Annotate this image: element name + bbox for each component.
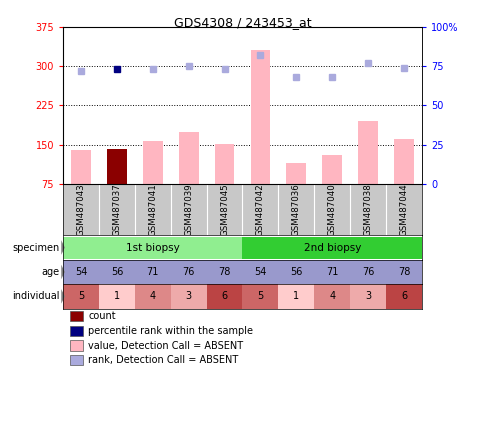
Text: 5: 5 <box>257 291 263 301</box>
Text: 4: 4 <box>150 291 155 301</box>
Bar <box>107 149 126 184</box>
Text: percentile rank within the sample: percentile rank within the sample <box>88 326 253 336</box>
Text: GSM487039: GSM487039 <box>184 183 193 236</box>
Text: count: count <box>88 311 116 321</box>
Text: 56: 56 <box>110 267 123 277</box>
Bar <box>70 355 83 365</box>
Text: GSM487040: GSM487040 <box>327 183 336 236</box>
Bar <box>250 50 270 184</box>
Text: 56: 56 <box>289 267 302 277</box>
Bar <box>393 139 413 184</box>
Text: GDS4308 / 243453_at: GDS4308 / 243453_at <box>173 16 311 28</box>
Text: 78: 78 <box>397 267 409 277</box>
Bar <box>63 260 99 284</box>
Text: 1: 1 <box>114 291 120 301</box>
Bar <box>242 284 278 309</box>
Polygon shape <box>61 265 65 279</box>
Bar <box>170 284 206 309</box>
Bar <box>278 260 314 284</box>
Text: individual: individual <box>12 291 60 301</box>
Text: 71: 71 <box>146 267 159 277</box>
Bar <box>206 260 242 284</box>
Text: GSM487045: GSM487045 <box>220 183 228 236</box>
Bar <box>143 141 162 184</box>
Text: 3: 3 <box>364 291 370 301</box>
Text: 2nd biopsy: 2nd biopsy <box>303 242 360 253</box>
Text: 78: 78 <box>218 267 230 277</box>
Text: 54: 54 <box>75 267 87 277</box>
Text: age: age <box>41 267 60 277</box>
Bar <box>214 144 234 184</box>
Bar <box>135 260 170 284</box>
Bar <box>170 260 206 284</box>
Bar <box>206 284 242 309</box>
Bar <box>358 121 377 184</box>
Text: 6: 6 <box>400 291 406 301</box>
Bar <box>286 163 305 184</box>
Text: 1: 1 <box>293 291 299 301</box>
Bar <box>63 237 242 258</box>
Bar <box>70 326 83 336</box>
Text: GSM487044: GSM487044 <box>399 183 408 236</box>
Bar <box>349 260 385 284</box>
Bar <box>135 284 170 309</box>
Text: 3: 3 <box>185 291 191 301</box>
Text: specimen: specimen <box>12 242 60 253</box>
Text: GSM487041: GSM487041 <box>148 183 157 236</box>
Text: 54: 54 <box>254 267 266 277</box>
Bar <box>70 311 83 321</box>
Bar <box>179 132 198 184</box>
Text: GSM487043: GSM487043 <box>76 183 85 236</box>
Polygon shape <box>61 240 65 255</box>
Text: GSM487042: GSM487042 <box>256 183 264 236</box>
Bar <box>70 341 83 351</box>
Bar <box>385 260 421 284</box>
Bar <box>242 260 278 284</box>
Bar <box>278 284 314 309</box>
Text: 5: 5 <box>78 291 84 301</box>
Text: 76: 76 <box>182 267 195 277</box>
Text: rank, Detection Call = ABSENT: rank, Detection Call = ABSENT <box>88 355 238 365</box>
Polygon shape <box>61 289 65 304</box>
Bar <box>322 155 341 184</box>
Bar <box>242 237 421 258</box>
Text: 76: 76 <box>361 267 374 277</box>
Text: GSM487036: GSM487036 <box>291 183 300 236</box>
Text: value, Detection Call = ABSENT: value, Detection Call = ABSENT <box>88 341 243 350</box>
Text: 71: 71 <box>325 267 338 277</box>
Bar <box>314 260 349 284</box>
Text: 1st biopsy: 1st biopsy <box>126 242 179 253</box>
Bar <box>99 284 135 309</box>
Text: 4: 4 <box>329 291 334 301</box>
Bar <box>349 284 385 309</box>
Bar <box>385 284 421 309</box>
Text: GSM487038: GSM487038 <box>363 183 372 236</box>
Text: 6: 6 <box>221 291 227 301</box>
Bar <box>71 150 91 184</box>
Bar <box>314 284 349 309</box>
Text: GSM487037: GSM487037 <box>112 183 121 236</box>
Bar <box>63 284 99 309</box>
Bar <box>99 260 135 284</box>
